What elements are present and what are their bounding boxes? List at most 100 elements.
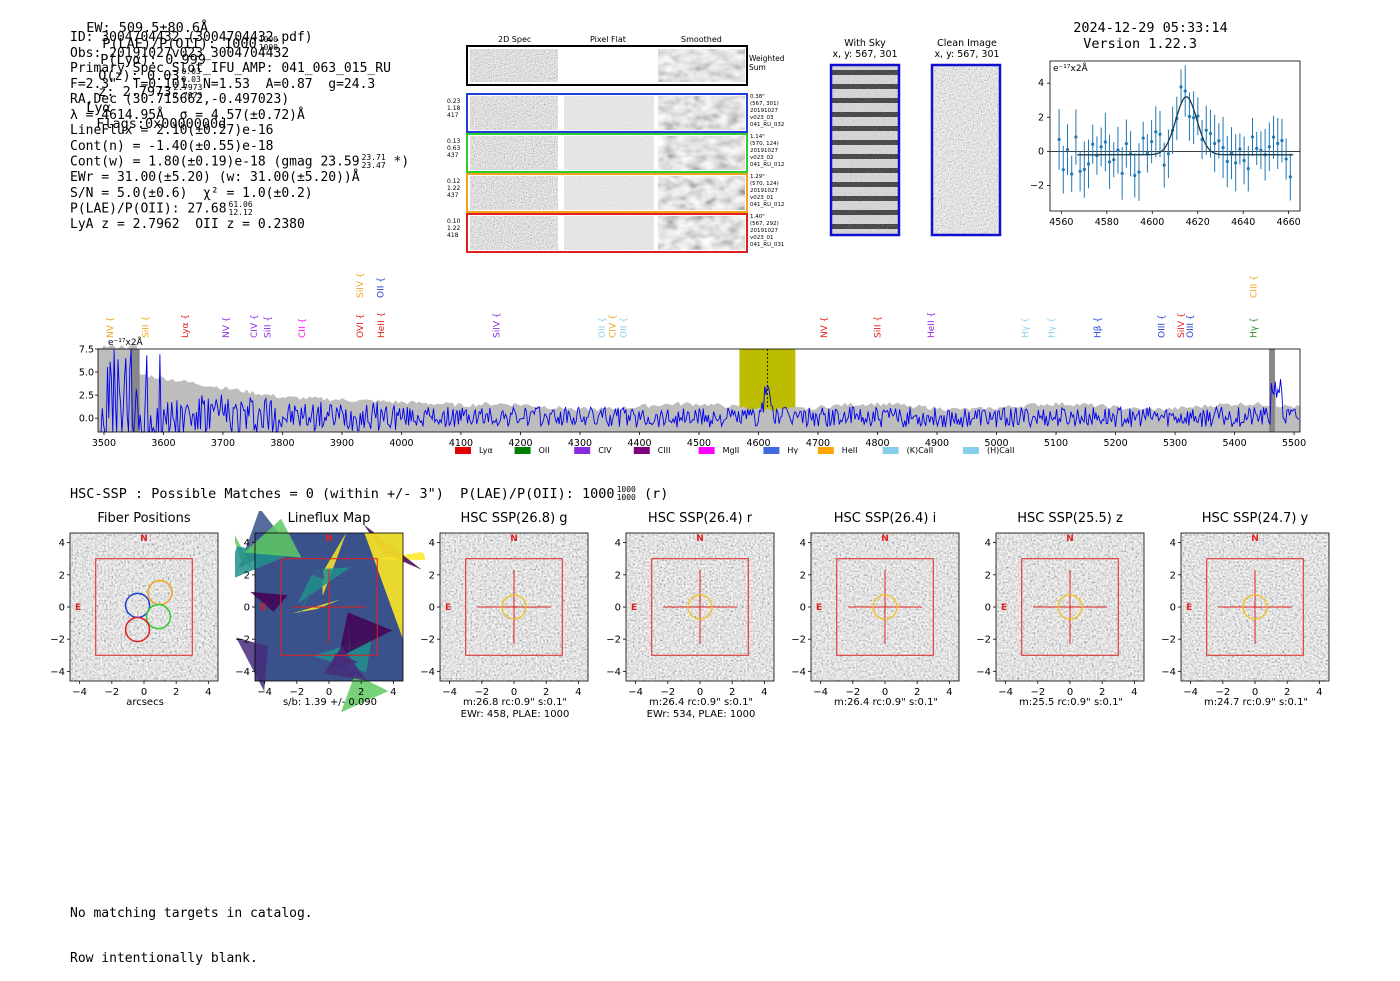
spectrum-xtick-label: 4500 bbox=[687, 438, 711, 449]
cutout-svg: N E −4 −2 0 2 4 4 2 0 −2 −4 bbox=[420, 532, 589, 698]
cutout-ytick-label: 2 bbox=[800, 570, 806, 581]
cutout-title: HSC SSP(26.4) i bbox=[833, 511, 937, 526]
cutout-caption-line: m:26.8 rc:0.9" s:0.1" bbox=[462, 697, 568, 708]
stamps-svg bbox=[466, 45, 748, 253]
cutout-xtick-label: −2 bbox=[1215, 687, 1230, 698]
weighted-smooth-stamp bbox=[658, 49, 745, 82]
cutout-ytick-label: −2 bbox=[235, 635, 250, 646]
z-line: Lyα bbox=[86, 100, 111, 116]
cutout-ytick-label: 2 bbox=[244, 570, 250, 581]
info-line: Primary Spec_Slot_IFU_AMP: 041_063_015_R… bbox=[70, 61, 391, 76]
fit-data-point bbox=[1133, 153, 1137, 198]
svg-text:CIII {: CIII { bbox=[1250, 275, 1260, 298]
cutout-panel: HSC SSP(25.5) z N E −4 −2 0 2 4 4 2 0 −2 −4 m:25.5 rc… bbox=[976, 511, 1166, 721]
cutout-xtick-label: 2 bbox=[914, 687, 920, 698]
fit-model-curve bbox=[1077, 96, 1294, 156]
cutout-caption: arcsecs bbox=[50, 697, 240, 709]
cutout-title: HSC SSP(26.8) g bbox=[460, 511, 568, 526]
svg-text:SiII {: SiII { bbox=[264, 316, 274, 338]
stamp-smooth bbox=[658, 136, 745, 170]
cutout-ytick-label: −2 bbox=[420, 635, 435, 646]
cutout-ytick-label: 2 bbox=[59, 570, 65, 581]
fit-data-point bbox=[1225, 135, 1229, 188]
emission-line-label: Hγ { bbox=[1021, 317, 1031, 338]
cutout-title: HSC SSP(25.5) z bbox=[1017, 511, 1123, 526]
emission-line-label: OII { bbox=[377, 277, 387, 298]
cutout-xtick-label: −4 bbox=[442, 687, 457, 698]
cutout-xtick-label: −2 bbox=[845, 687, 860, 698]
cutout-svg: N E −4 −2 0 2 4 4 2 0 −2 −4 bbox=[606, 532, 775, 698]
cutout-title: Lineflux Map bbox=[287, 511, 371, 526]
cutout-xtick-label: 4 bbox=[390, 687, 396, 698]
target-circle bbox=[501, 594, 527, 620]
cutout-xtick-label: −2 bbox=[289, 687, 304, 698]
cutout-xtick-label: 0 bbox=[1252, 687, 1258, 698]
cutout-ytick-label: 4 bbox=[244, 538, 250, 549]
cutout-xtick-label: 2 bbox=[173, 687, 179, 698]
svg-text:NV {: NV { bbox=[106, 317, 116, 338]
stamp-2d bbox=[470, 216, 558, 250]
qz-frac: 0.03 0.03 bbox=[181, 67, 201, 84]
cutout-ytick-label: 0 bbox=[59, 603, 65, 614]
stamp-smooth bbox=[658, 176, 745, 210]
fit-data-point bbox=[1238, 133, 1242, 165]
cutout-xtick-label: 0 bbox=[697, 687, 703, 698]
north-label: N bbox=[881, 534, 889, 544]
info-line: ID: 3004704432 (3004704432.pdf) bbox=[70, 30, 313, 45]
cutout-xtick-label: 0 bbox=[511, 687, 517, 698]
stamp-row bbox=[466, 93, 748, 133]
emission-line-label: SiIV { bbox=[1177, 312, 1187, 338]
info-line: Cont(n) = -1.40(±0.55)e-18 bbox=[70, 138, 274, 154]
spectrum-xtick-label: 3700 bbox=[211, 438, 235, 449]
spectrum-ytick-label: 2.5 bbox=[79, 391, 94, 402]
cutout-ytick-label: 0 bbox=[985, 603, 991, 614]
emission-line-label: HeII { bbox=[377, 312, 387, 338]
fit-data-point bbox=[1217, 123, 1221, 159]
sky-panel: With Sky x, y: 567, 301 Clean Image x, y: … bbox=[820, 36, 1020, 241]
stamp-2d bbox=[470, 96, 558, 130]
info-line: λ = 4614.95Å σ = 4.57(±0.72)Å bbox=[70, 107, 305, 123]
stamp-frame bbox=[466, 93, 748, 133]
cutout-caption-line: m:25.5 rc:0.9" s:0.1" bbox=[1018, 697, 1124, 708]
fit-data-point bbox=[1086, 139, 1091, 189]
svg-text:HeII {: HeII { bbox=[927, 312, 937, 338]
target-circle bbox=[1057, 594, 1083, 620]
emission-line-label: HeII { bbox=[927, 312, 937, 338]
stamp-left-label: 0.10 1.22 418 bbox=[447, 218, 461, 239]
cutout-panel: HSC SSP(24.7) y N E −4 −2 0 2 4 4 2 0 −2 −4 m:24.7 rc… bbox=[1161, 511, 1351, 721]
target-cross bbox=[477, 570, 551, 644]
spectrum-xtick-label: 5200 bbox=[1103, 438, 1127, 449]
fit-data-point bbox=[1070, 155, 1074, 193]
fit-data-point bbox=[1242, 136, 1246, 185]
fit-data-point bbox=[1276, 117, 1280, 170]
fiber-circle bbox=[124, 616, 151, 643]
svg-text:SiIV {: SiIV { bbox=[493, 312, 503, 338]
fit-data-point bbox=[1229, 127, 1234, 180]
cutout-caption: m:25.5 rc:0.9" s:0.1" bbox=[976, 697, 1166, 709]
cutout-panel: Fiber Positions N E −4 −2 0 2 4 4 2 0 −2 −4 arcsecs bbox=[50, 511, 240, 721]
fit-data-point bbox=[1259, 131, 1263, 170]
spectrum-xtick-label: 3800 bbox=[270, 438, 294, 449]
stamp-smooth bbox=[658, 216, 745, 250]
legend-entry: OII bbox=[514, 446, 550, 455]
stamp-flat bbox=[564, 96, 654, 130]
fit-data-point bbox=[1166, 129, 1171, 179]
spectrum-xtick-label: 4400 bbox=[627, 438, 651, 449]
aperture-box bbox=[280, 558, 378, 656]
target-cross bbox=[292, 570, 366, 644]
aperture-box bbox=[836, 558, 934, 656]
cutout-xtick-label: −4 bbox=[998, 687, 1013, 698]
target-cross bbox=[1033, 570, 1107, 644]
cutout-ytick-label: 0 bbox=[615, 603, 621, 614]
cutout-xtick-label: 2 bbox=[1099, 687, 1105, 698]
cutout-xtick-label: −2 bbox=[104, 687, 119, 698]
cutout-caption-line: s/b: 1.39 +/- 0.090 bbox=[282, 697, 378, 708]
emission-line-label: OIII { bbox=[1186, 314, 1196, 338]
fit-data-point bbox=[1137, 143, 1141, 201]
full-spectrum-plot: 7.5 5.0 2.5 0.0 e⁻¹⁷x2Å 3500 3600 3700 3800 3900 4… bbox=[79, 272, 1306, 455]
spectrum-line bbox=[100, 348, 1300, 433]
cutout-ytick-label: −4 bbox=[976, 667, 991, 678]
fit-data-point bbox=[1103, 112, 1107, 172]
svg-text:OII: OII bbox=[539, 446, 550, 455]
svg-text:SiII {: SiII { bbox=[142, 316, 152, 338]
